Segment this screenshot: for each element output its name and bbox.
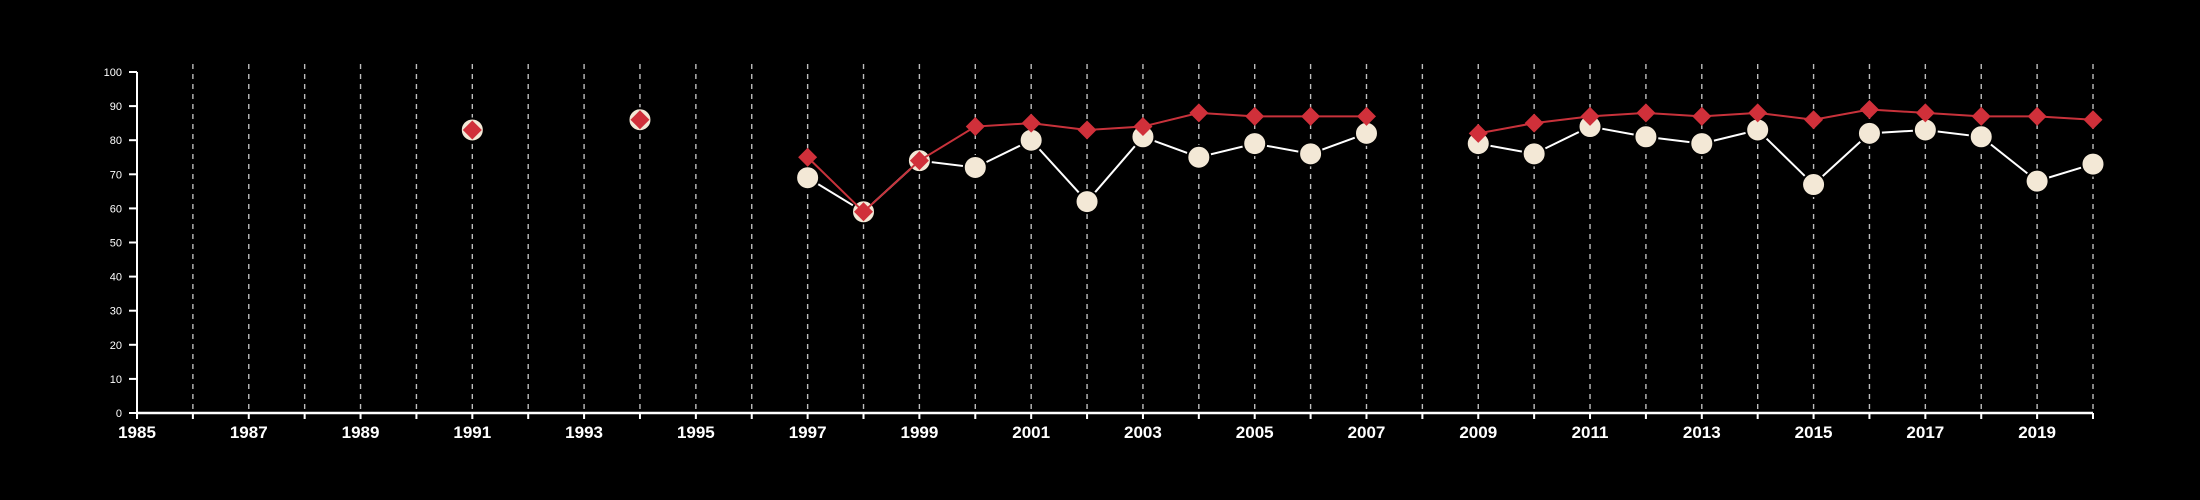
x-tick-label-2017: 2017 bbox=[1906, 423, 1944, 442]
circle-point-2016 bbox=[1856, 120, 1882, 146]
diamond-point-2005 bbox=[1245, 106, 1265, 126]
diamond-point-2002 bbox=[1077, 120, 1097, 140]
diamond-point-2013 bbox=[1692, 106, 1712, 126]
series-diamond bbox=[462, 100, 2103, 222]
y-tick-label-70: 70 bbox=[110, 169, 122, 181]
x-tick-label-1997: 1997 bbox=[789, 423, 827, 442]
diamond-point-2017 bbox=[1915, 103, 1935, 123]
diamond-point-2014 bbox=[1748, 103, 1768, 123]
x-tick-label-1993: 1993 bbox=[565, 423, 603, 442]
diamond-point-2006 bbox=[1301, 106, 1321, 126]
diamond-point-2003 bbox=[1133, 117, 1153, 137]
x-tick-label-2005: 2005 bbox=[1236, 423, 1274, 442]
diamond-point-1991 bbox=[462, 120, 482, 140]
diamond-point-2000 bbox=[965, 117, 985, 137]
diamond-point-1997 bbox=[798, 147, 818, 167]
x-tick-label-2003: 2003 bbox=[1124, 423, 1162, 442]
y-tick-label-90: 90 bbox=[110, 101, 122, 113]
diamond-point-2019 bbox=[2027, 106, 2047, 126]
circle-point-2015 bbox=[1801, 172, 1827, 198]
circle-point-2010 bbox=[1521, 141, 1547, 167]
x-tick-label-2001: 2001 bbox=[1012, 423, 1050, 442]
y-tick-label-40: 40 bbox=[110, 272, 122, 284]
y-tick-label-10: 10 bbox=[110, 374, 122, 386]
x-tick-label-2009: 2009 bbox=[1459, 423, 1497, 442]
series-group bbox=[459, 100, 2106, 225]
diamond-point-2009 bbox=[1468, 123, 1488, 143]
x-tick-label-1991: 1991 bbox=[453, 423, 491, 442]
diamond-point-2018 bbox=[1971, 106, 1991, 126]
diamond-point-1999 bbox=[909, 151, 929, 171]
diamond-point-1994 bbox=[630, 110, 650, 130]
diamond-point-2012 bbox=[1636, 103, 1656, 123]
circle-point-2002 bbox=[1074, 189, 1100, 215]
circle-point-2019 bbox=[2024, 168, 2050, 194]
x-tick-label-2019: 2019 bbox=[2018, 423, 2056, 442]
circle-point-2018 bbox=[1968, 124, 1994, 150]
x-tick-label-1999: 1999 bbox=[900, 423, 938, 442]
diamond-point-1998 bbox=[854, 202, 874, 222]
y-tick-label-50: 50 bbox=[110, 238, 122, 250]
diamond-point-2020 bbox=[2083, 110, 2103, 130]
y-tick-label-80: 80 bbox=[110, 135, 122, 147]
circle-point-1997 bbox=[795, 165, 821, 191]
x-tick-label-2011: 2011 bbox=[1572, 423, 1609, 442]
y-tick-label-20: 20 bbox=[110, 340, 122, 352]
diamond-point-2001 bbox=[1021, 113, 1041, 133]
x-tick-label-1995: 1995 bbox=[677, 423, 715, 442]
diamond-point-2004 bbox=[1189, 103, 1209, 123]
vertical-gridlines bbox=[192, 64, 2094, 413]
circle-point-2005 bbox=[1242, 131, 1268, 157]
diamond-point-2010 bbox=[1524, 113, 1544, 133]
y-tick-label-30: 30 bbox=[110, 306, 122, 318]
series-circle-line-3 bbox=[1478, 125, 2094, 186]
circle-point-2006 bbox=[1298, 141, 1324, 167]
diamond-point-2015 bbox=[1804, 110, 1824, 130]
circle-point-2004 bbox=[1186, 144, 1212, 170]
x-tick-label-1985: 1985 bbox=[118, 423, 156, 442]
x-tick-label-2013: 2013 bbox=[1683, 423, 1721, 442]
diamond-point-2011 bbox=[1580, 106, 1600, 126]
circle-point-2020 bbox=[2080, 151, 2106, 177]
x-tick-label-1989: 1989 bbox=[342, 423, 380, 442]
series-diamond-line-3 bbox=[1478, 108, 2094, 135]
x-tick-label-2007: 2007 bbox=[1348, 423, 1386, 442]
circle-point-2012 bbox=[1633, 124, 1659, 150]
x-tick-label-1987: 1987 bbox=[230, 423, 268, 442]
series-circle bbox=[459, 107, 2106, 225]
diamond-point-2016 bbox=[1859, 100, 1879, 120]
x-tick-label-2015: 2015 bbox=[1795, 423, 1833, 442]
diamond-point-2007 bbox=[1356, 106, 1376, 126]
circle-point-2013 bbox=[1689, 131, 1715, 157]
y-tick-label-0: 0 bbox=[116, 408, 122, 420]
y-tick-label-100: 100 bbox=[104, 67, 122, 79]
circle-point-2000 bbox=[962, 154, 988, 180]
y-tick-label-60: 60 bbox=[110, 203, 122, 215]
axes: 0 10 20 30 40 50 60 70 80 90 100 1985 1987 1989 1991 19… bbox=[104, 67, 2094, 442]
